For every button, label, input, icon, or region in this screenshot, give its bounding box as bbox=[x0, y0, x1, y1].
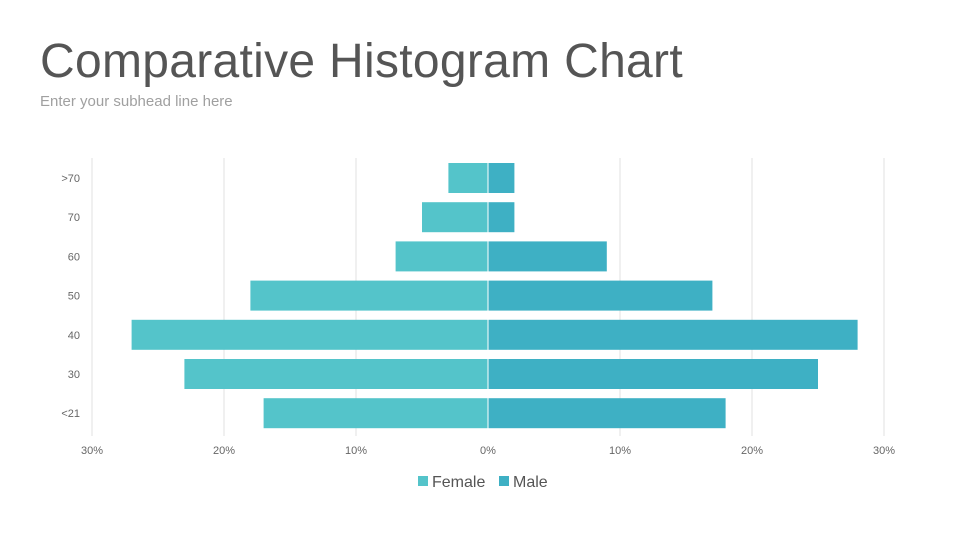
x-tick-label: 30% bbox=[873, 445, 895, 457]
x-tick-label: 30% bbox=[81, 445, 103, 457]
bars bbox=[131, 158, 858, 436]
page-title: Comparative Histogram Chart bbox=[40, 35, 683, 88]
legend-swatch bbox=[499, 476, 509, 486]
bar-male bbox=[488, 163, 515, 193]
y-tick-label: 50 bbox=[68, 291, 80, 303]
bar-male bbox=[488, 319, 858, 350]
bar-male bbox=[488, 241, 607, 272]
bar-male bbox=[488, 398, 726, 429]
x-tick-labels: 30% 20% 10% 0% 10% 20% 30% bbox=[81, 445, 895, 457]
bar-female bbox=[448, 163, 488, 193]
legend-label: Male bbox=[513, 474, 548, 491]
bar-male bbox=[488, 280, 713, 311]
y-tick-label: <21 bbox=[61, 408, 80, 420]
bar-female bbox=[250, 280, 488, 311]
x-tick-label: 0% bbox=[480, 445, 496, 457]
x-tick-label: 20% bbox=[213, 445, 235, 457]
x-tick-label: 10% bbox=[609, 445, 631, 457]
y-tick-label: >70 bbox=[61, 173, 80, 185]
y-tick-label: 40 bbox=[68, 330, 80, 342]
bar-male bbox=[488, 359, 818, 389]
grid-lines bbox=[91, 158, 885, 436]
bar-female bbox=[184, 359, 488, 389]
legend: Female Male bbox=[418, 474, 548, 491]
y-tick-label: 70 bbox=[68, 212, 80, 224]
legend-label: Female bbox=[432, 474, 485, 491]
y-tick-labels: >70 70 60 50 40 30 <21 bbox=[61, 173, 80, 420]
bar-female bbox=[395, 241, 488, 272]
bar-female bbox=[422, 202, 488, 233]
y-tick-label: 60 bbox=[68, 251, 80, 263]
bar-male bbox=[488, 202, 515, 233]
legend-swatch bbox=[418, 476, 428, 486]
bar-female bbox=[263, 398, 488, 429]
y-tick-label: 30 bbox=[68, 369, 80, 381]
page-subtitle: Enter your subhead line here bbox=[40, 93, 233, 110]
x-tick-label: 20% bbox=[741, 445, 763, 457]
x-tick-label: 10% bbox=[345, 445, 367, 457]
bar-female bbox=[131, 319, 488, 350]
